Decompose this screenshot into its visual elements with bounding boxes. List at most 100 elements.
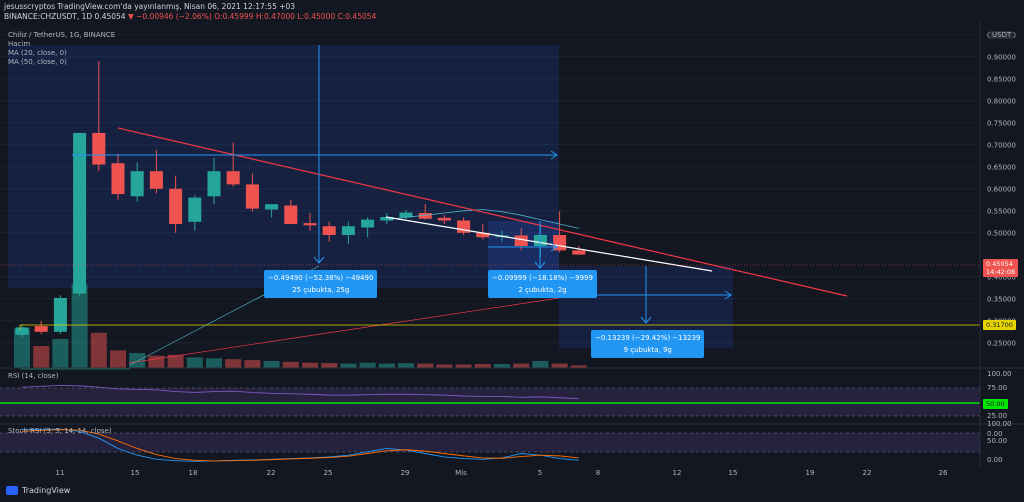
volume-bar	[263, 360, 280, 368]
candle-body	[418, 213, 432, 219]
volume-bar	[302, 362, 318, 368]
rsi-axis: 100.00 75.00 25.00 0.00	[987, 370, 1012, 438]
volume-bar	[551, 363, 568, 368]
candle-body	[514, 235, 528, 246]
measure-3-change: −0.13239 (−29.42%) −13239	[595, 334, 701, 342]
candle-body	[149, 171, 163, 189]
volume-bar	[474, 364, 491, 368]
descending-trendline[interactable]	[117, 127, 848, 297]
price-tick: 0.75000	[987, 119, 1016, 127]
volume-bars	[14, 284, 587, 368]
volume-bar	[417, 363, 434, 368]
time-tick: 11	[56, 469, 65, 477]
chart-canvas[interactable]: 0.950000.900000.850000.800000.750000.700…	[0, 22, 1024, 482]
volume-bar	[33, 346, 50, 368]
price-tick: 0.55000	[987, 207, 1016, 215]
candle-body	[92, 132, 106, 165]
rising-trendline	[128, 297, 560, 364]
candle-body	[572, 250, 586, 255]
white-trendline[interactable]	[385, 216, 713, 272]
time-tick: 15	[729, 469, 738, 477]
candle-body	[188, 197, 202, 222]
volume-bar	[129, 353, 146, 368]
current-price-tag: 0.45054 14:42:08	[983, 259, 1019, 277]
legend-ma20[interactable]: MA (20, close, 0)	[8, 49, 67, 57]
rsi-tick: 100.00	[987, 370, 1012, 378]
grid-lines	[0, 34, 980, 344]
candle-body	[169, 188, 183, 224]
time-tick: Mis	[455, 469, 467, 477]
candle-body	[207, 171, 221, 197]
measure-callout-1[interactable]: −0.49490 (−52.38%) −49490 25 çubukta, 25…	[264, 270, 378, 298]
candle-body	[437, 217, 451, 221]
volume-bar	[225, 359, 242, 368]
stoch-label[interactable]: Stoch RSI (3, 3, 14, 14, close)	[8, 427, 112, 435]
volume-bar	[398, 363, 414, 368]
time-axis[interactable]: 11 15 18 22 25 29 Mis 5 8 12 15 19 22 26	[56, 469, 948, 477]
price-tick: 0.50000	[987, 229, 1016, 237]
time-tick: 26	[939, 469, 948, 477]
stoch-band	[0, 433, 980, 452]
time-tick: 12	[673, 469, 682, 477]
currency-label: USDT	[990, 31, 1014, 39]
volume-bar	[513, 363, 530, 368]
rsi-tick: 75.00	[987, 384, 1007, 392]
price-tick: 0.70000	[987, 141, 1016, 149]
symbol-ohlc-line: BINANCE:CHZUSDT, 1D 0.45054 ▼ −0.00946 (…	[4, 12, 376, 21]
publish-info: jesusscryptos TradingView.com'da yayınla…	[4, 2, 296, 11]
measure-callout-2[interactable]: −0.09999 (−18.18%) −9999 2 çubukta, 2g	[488, 270, 597, 298]
price-tick: 0.60000	[987, 185, 1016, 193]
volume-bar	[148, 355, 165, 368]
volume-bar	[14, 328, 30, 368]
candle-body	[15, 327, 29, 335]
rsi-tick: 0.00	[987, 430, 1003, 438]
legend-title[interactable]: Chiliz / TetherUS, 1G, BINANCE	[8, 31, 116, 39]
legend-volume[interactable]: Hacim	[8, 40, 31, 48]
rsi-band	[0, 388, 980, 416]
time-tick: 19	[806, 469, 815, 477]
candle-body	[73, 132, 87, 294]
volume-bar	[455, 364, 472, 368]
candle-body	[53, 297, 67, 332]
volume-bar	[90, 332, 107, 368]
volume-bar	[282, 361, 299, 368]
price-tick: 0.35000	[987, 295, 1016, 303]
volume-bar	[244, 360, 261, 368]
chart-legend: Chiliz / TetherUS, 1G, BINANCE Hacim MA …	[8, 31, 115, 67]
symbol-label[interactable]: BINANCE:CHZUSDT, 1D	[4, 12, 93, 21]
volume-bar	[167, 354, 184, 368]
tradingview-logo[interactable]: TradingView	[6, 486, 70, 495]
volume-bar	[52, 338, 69, 368]
volume-bar	[110, 350, 126, 368]
candle-body	[322, 226, 336, 235]
brand-name: TradingView	[22, 486, 71, 495]
stoch-d-line	[21, 429, 579, 462]
ohlc-change: ▼ −0.00946 (−2.06%)	[127, 12, 212, 21]
price-tick: 0.80000	[987, 97, 1016, 105]
candle-body	[226, 171, 240, 185]
candle-body	[130, 171, 144, 197]
candle-body	[303, 223, 317, 226]
volume-bar	[532, 360, 549, 368]
candle-body	[245, 184, 259, 209]
bar-countdown: 14:42:08	[986, 268, 1016, 276]
volume-bar	[494, 364, 510, 368]
measure-callout-3[interactable]: −0.13239 (−29.42%) −13239 9 çubukta, 9g	[591, 330, 705, 358]
rsi-label[interactable]: RSI (14, close)	[8, 372, 59, 380]
stoch-tick: 50.00	[987, 437, 1007, 445]
footer-bar	[0, 482, 1024, 502]
rsi-line	[21, 384, 579, 400]
volume-bar	[206, 358, 222, 368]
candles	[15, 61, 586, 338]
price-axis[interactable]: 0.950000.900000.850000.800000.750000.700…	[987, 31, 1016, 347]
rsi-value-tag: 50.00	[983, 399, 1008, 409]
ohlc-value: 0.45054	[94, 12, 126, 21]
measure-2-bars: 2 çubukta, 2g	[518, 286, 567, 294]
time-tick: 22	[863, 469, 872, 477]
ma20-line	[386, 209, 579, 229]
candle-body	[380, 216, 394, 221]
volume-bar	[71, 284, 88, 368]
time-tick: 18	[189, 469, 198, 477]
legend-ma50[interactable]: MA (50, close, 0)	[8, 58, 67, 66]
